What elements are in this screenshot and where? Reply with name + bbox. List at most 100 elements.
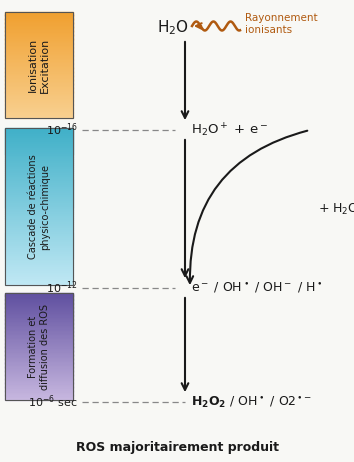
Bar <box>5 88 73 90</box>
Bar <box>5 135 73 138</box>
Bar <box>5 73 73 74</box>
Text: $\mathrm{H_2O}$: $\mathrm{H_2O}$ <box>157 18 189 37</box>
Bar <box>5 311 73 313</box>
Bar <box>5 208 73 210</box>
Bar <box>5 231 73 234</box>
Bar <box>5 381 73 383</box>
Bar <box>5 212 73 214</box>
Bar <box>5 153 73 156</box>
Bar <box>5 253 73 255</box>
Bar <box>5 318 73 320</box>
Bar <box>5 194 73 197</box>
Bar <box>5 379 73 381</box>
Text: $10^{-12}$: $10^{-12}$ <box>46 280 78 296</box>
Bar <box>5 100 73 102</box>
Bar <box>5 200 73 202</box>
Bar <box>5 106 73 107</box>
Bar <box>5 59 73 61</box>
Bar <box>5 216 73 218</box>
Bar <box>5 137 73 140</box>
Bar <box>5 224 73 226</box>
Bar <box>5 15 73 17</box>
Bar <box>5 17 73 18</box>
Bar <box>5 255 73 257</box>
Bar <box>5 14 73 16</box>
Bar <box>5 65 73 67</box>
FancyArrowPatch shape <box>187 131 307 283</box>
Bar <box>5 361 73 363</box>
Bar <box>5 263 73 265</box>
Bar <box>5 334 73 336</box>
Bar <box>5 46 73 48</box>
Bar <box>5 385 73 387</box>
Text: ROS majoritairement produit: ROS majoritairement produit <box>75 442 279 455</box>
Bar <box>5 206 73 208</box>
Bar <box>5 373 73 375</box>
Bar <box>5 343 73 345</box>
Bar <box>5 116 73 118</box>
Bar <box>5 267 73 269</box>
Text: Rayonnement
ionisants: Rayonnement ionisants <box>245 13 318 35</box>
Bar <box>5 325 73 327</box>
Bar <box>5 247 73 249</box>
Bar <box>5 78 73 79</box>
Bar <box>5 327 73 329</box>
Bar <box>5 96 73 98</box>
Bar <box>5 12 73 13</box>
Bar <box>5 304 73 306</box>
Bar <box>5 358 73 360</box>
Bar <box>5 354 73 356</box>
Bar <box>5 159 73 161</box>
Bar <box>5 293 73 400</box>
Bar <box>5 265 73 267</box>
Bar <box>5 303 73 305</box>
Bar <box>5 33 73 35</box>
Bar <box>5 364 73 365</box>
Bar <box>5 239 73 242</box>
Bar <box>5 369 73 371</box>
Bar <box>5 91 73 93</box>
Bar <box>5 190 73 193</box>
Bar <box>5 85 73 86</box>
Bar <box>5 13 73 15</box>
Bar <box>5 82 73 84</box>
Bar <box>5 390 73 392</box>
Bar <box>5 149 73 152</box>
Bar <box>5 71 73 73</box>
Bar <box>5 294 73 296</box>
Bar <box>5 259 73 261</box>
Bar <box>5 345 73 346</box>
Bar <box>5 371 73 373</box>
Bar <box>5 68 73 70</box>
Bar <box>5 389 73 391</box>
Bar <box>5 134 73 136</box>
Bar <box>5 218 73 220</box>
Bar <box>5 76 73 78</box>
Bar <box>5 391 73 393</box>
Bar <box>5 261 73 263</box>
Bar <box>5 53 73 55</box>
Text: $10^{-16}$: $10^{-16}$ <box>46 122 78 138</box>
Bar <box>5 102 73 103</box>
Bar <box>5 300 73 302</box>
Bar <box>5 204 73 207</box>
Bar <box>5 167 73 169</box>
Bar <box>5 365 73 366</box>
Bar <box>5 220 73 222</box>
Bar <box>5 333 73 334</box>
Bar <box>5 351 73 353</box>
Bar <box>5 367 73 369</box>
Bar <box>5 103 73 105</box>
Bar <box>5 184 73 187</box>
Bar <box>5 128 73 285</box>
Bar <box>5 251 73 254</box>
Bar <box>5 163 73 165</box>
Bar <box>5 51 73 53</box>
Bar <box>5 70 73 72</box>
Bar <box>5 26 73 28</box>
Bar <box>5 95 73 97</box>
Bar <box>5 297 73 298</box>
Bar <box>5 394 73 396</box>
Bar <box>5 331 73 333</box>
Bar <box>5 315 73 317</box>
